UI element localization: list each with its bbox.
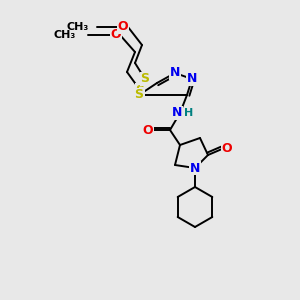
- Text: N: N: [190, 161, 200, 175]
- Text: S: S: [136, 83, 145, 97]
- Text: O: O: [222, 142, 232, 155]
- Text: N: N: [172, 106, 182, 119]
- Text: O: O: [111, 28, 121, 41]
- Text: H: H: [184, 108, 194, 118]
- Text: N: N: [170, 67, 180, 80]
- Text: O: O: [118, 20, 128, 34]
- Text: O: O: [143, 124, 153, 136]
- Text: CH₃: CH₃: [54, 30, 76, 40]
- Text: CH₃: CH₃: [67, 22, 89, 32]
- Text: S: S: [134, 88, 143, 101]
- Text: S: S: [140, 73, 149, 85]
- Text: N: N: [187, 73, 197, 85]
